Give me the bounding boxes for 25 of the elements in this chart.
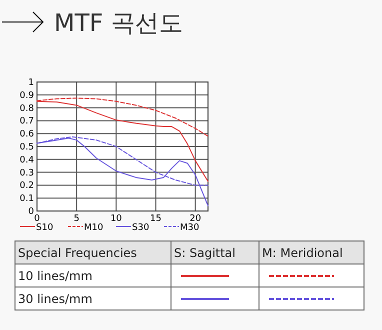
legend-label: M30 xyxy=(180,223,200,233)
text: Special Frequencies xyxy=(18,246,137,260)
y-tick-label: 0.6 xyxy=(20,130,34,140)
y-tick-label: 0.7 xyxy=(20,116,34,127)
x-tick-label: 15 xyxy=(150,214,162,224)
y-tick-label: 0.9 xyxy=(20,90,34,101)
text: 30 lines/mm xyxy=(18,292,92,306)
legend-label: M10 xyxy=(84,223,104,233)
y-tick-label: 0.4 xyxy=(20,155,34,166)
text: S: Sagittal xyxy=(174,246,236,260)
y-tick-label: 0 xyxy=(28,207,34,217)
y-tick-label: 0.5 xyxy=(20,142,34,152)
legend-label: S10 xyxy=(36,223,54,233)
chart-title: MTF 곡선도 xyxy=(54,9,183,37)
text: 10 lines/mm xyxy=(18,269,92,283)
x-tick-label: 5 xyxy=(74,214,80,224)
y-tick-label: 1 xyxy=(28,78,34,88)
legend-label: S30 xyxy=(132,223,150,233)
y-tick-label: 0.1 xyxy=(20,194,34,204)
y-tick-label: 0.3 xyxy=(20,168,34,178)
x-tick-label: 10 xyxy=(110,214,122,224)
x-tick-label: 20 xyxy=(190,214,202,224)
y-tick-label: 0.8 xyxy=(20,104,34,114)
text: M: Meridional xyxy=(262,246,343,260)
y-tick-label: 0.2 xyxy=(20,181,34,192)
